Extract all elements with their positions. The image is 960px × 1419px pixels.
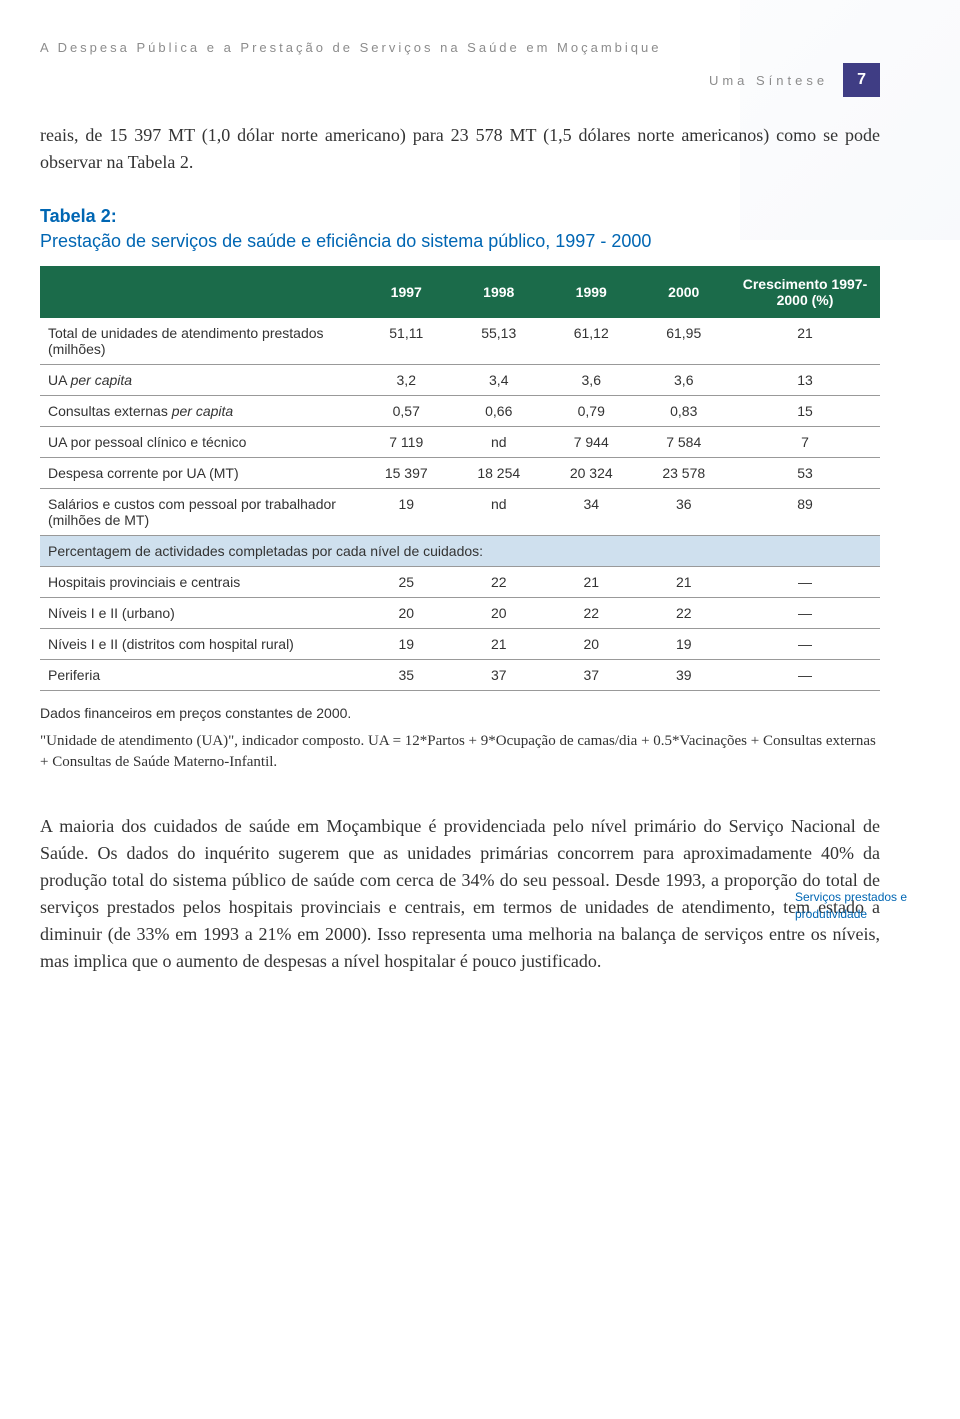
col-header: 1998 (453, 266, 546, 318)
cell: 19 (360, 489, 453, 536)
cell: 3,4 (453, 365, 546, 396)
side-caption: Serviços prestados e produtividade (795, 889, 935, 923)
col-header: 2000 (638, 266, 731, 318)
col-header: 1999 (545, 266, 638, 318)
cell: 19 (638, 629, 731, 660)
cell: 21 (730, 318, 880, 365)
cell: 61,95 (638, 318, 731, 365)
cell: 53 (730, 458, 880, 489)
cell: 21 (453, 629, 546, 660)
cell: nd (453, 489, 546, 536)
table-row: Consultas externas per capita0,570,660,7… (40, 396, 880, 427)
cell: 13 (730, 365, 880, 396)
cell: 22 (453, 567, 546, 598)
cell: 36 (638, 489, 731, 536)
table-row: UA per capita3,23,43,63,613 (40, 365, 880, 396)
row-label: Níveis I e II (urbano) (40, 598, 360, 629)
cell: 21 (638, 567, 731, 598)
subheader-text: Uma Síntese (709, 73, 828, 88)
cell: 55,13 (453, 318, 546, 365)
cell: 51,11 (360, 318, 453, 365)
cell: 35 (360, 660, 453, 691)
cell: 0,79 (545, 396, 638, 427)
section-label: Percentagem de actividades completadas p… (40, 536, 880, 567)
col-header (40, 266, 360, 318)
table-row: Periferia35373739— (40, 660, 880, 691)
table-row: Níveis I e II (distritos com hospital ru… (40, 629, 880, 660)
cell: 0,66 (453, 396, 546, 427)
cell: 0,57 (360, 396, 453, 427)
cell: 22 (638, 598, 731, 629)
table-row: UA por pessoal clínico e técnico7 119nd7… (40, 427, 880, 458)
row-label: UA per capita (40, 365, 360, 396)
cell: 89 (730, 489, 880, 536)
page-number: 7 (843, 63, 880, 97)
table-row: Total de unidades de atendimento prestad… (40, 318, 880, 365)
cell: 7 944 (545, 427, 638, 458)
cell: 20 (360, 598, 453, 629)
cell: 7 (730, 427, 880, 458)
row-label: Salários e custos com pessoal por trabal… (40, 489, 360, 536)
cell: 21 (545, 567, 638, 598)
cell: 0,83 (638, 396, 731, 427)
section-row: Percentagem de actividades completadas p… (40, 536, 880, 567)
cell: 3,6 (545, 365, 638, 396)
cell: 7 119 (360, 427, 453, 458)
table-row: Despesa corrente por UA (MT)15 39718 254… (40, 458, 880, 489)
cell: 20 (453, 598, 546, 629)
table-header-row: 1997 1998 1999 2000 Crescimento 1997-200… (40, 266, 880, 318)
table-note-1: Dados financeiros em preços constantes d… (40, 705, 880, 721)
table-row: Salários e custos com pessoal por trabal… (40, 489, 880, 536)
cell: 34 (545, 489, 638, 536)
col-header: 1997 (360, 266, 453, 318)
table-subtitle: Prestação de serviços de saúde e eficiên… (40, 231, 880, 252)
row-label: Hospitais provinciais e centrais (40, 567, 360, 598)
cell: 20 (545, 629, 638, 660)
table-row: Níveis I e II (urbano)20202222— (40, 598, 880, 629)
cell: — (730, 598, 880, 629)
cell: — (730, 567, 880, 598)
cell: 61,12 (545, 318, 638, 365)
row-label: Níveis I e II (distritos com hospital ru… (40, 629, 360, 660)
row-label: Consultas externas per capita (40, 396, 360, 427)
cell: 3,6 (638, 365, 731, 396)
intro-paragraph: reais, de 15 397 MT (1,0 dólar norte ame… (40, 122, 880, 176)
cell: — (730, 629, 880, 660)
cell: 39 (638, 660, 731, 691)
cell: 23 578 (638, 458, 731, 489)
cell: nd (453, 427, 546, 458)
table-note-2: "Unidade de atendimento (UA)", indicador… (40, 731, 880, 773)
table-block: Tabela 2: Prestação de serviços de saúde… (40, 206, 880, 773)
row-label: Total de unidades de atendimento prestad… (40, 318, 360, 365)
col-header: Crescimento 1997-2000 (%) (730, 266, 880, 318)
data-table: 1997 1998 1999 2000 Crescimento 1997-200… (40, 266, 880, 691)
cell: 22 (545, 598, 638, 629)
cell: 37 (545, 660, 638, 691)
cell: 15 (730, 396, 880, 427)
row-label: Despesa corrente por UA (MT) (40, 458, 360, 489)
cell: 3,2 (360, 365, 453, 396)
cell: 37 (453, 660, 546, 691)
body-paragraph-2: A maioria dos cuidados de saúde em Moçam… (40, 813, 880, 975)
cell: 15 397 (360, 458, 453, 489)
cell: 25 (360, 567, 453, 598)
cell: 7 584 (638, 427, 731, 458)
table-row: Hospitais provinciais e centrais25222121… (40, 567, 880, 598)
subheader-row: Uma Síntese 7 (40, 63, 880, 97)
cell: — (730, 660, 880, 691)
cell: 20 324 (545, 458, 638, 489)
running-title: A Despesa Pública e a Prestação de Servi… (40, 40, 880, 55)
row-label: UA por pessoal clínico e técnico (40, 427, 360, 458)
cell: 19 (360, 629, 453, 660)
table-title: Tabela 2: (40, 206, 880, 227)
row-label: Periferia (40, 660, 360, 691)
cell: 18 254 (453, 458, 546, 489)
